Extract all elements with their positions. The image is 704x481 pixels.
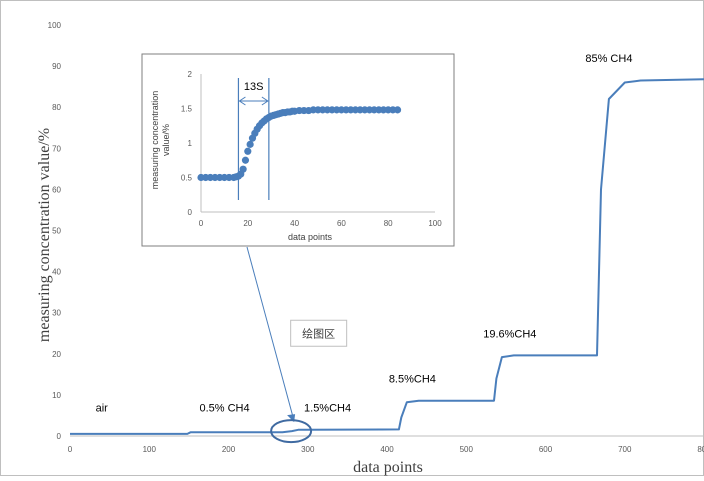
inset-series (197, 106, 402, 182)
inset-data-point (241, 156, 250, 164)
main-y-tick-label: 70 (52, 144, 61, 153)
main-y-tick-label: 80 (52, 103, 61, 112)
main-x-tick-label: 600 (539, 445, 553, 454)
main-x-tick-label: 100 (143, 445, 157, 454)
inset-y-tick-label: 0.5 (181, 174, 193, 183)
inset-x-tick-label: 60 (337, 219, 346, 228)
inset-x-tick-label: 100 (428, 219, 442, 228)
inset-frame (141, 53, 455, 247)
plot-area-label: 绘图区 (302, 326, 335, 340)
main-series-line (70, 78, 704, 435)
series-annotation: 19.6%CH4 (483, 328, 536, 340)
main-x-tick-label: 200 (222, 445, 236, 454)
main-x-tick-label: 300 (301, 445, 315, 454)
main-y-tick-label: 10 (52, 391, 61, 400)
main-x-tick-label: 500 (460, 445, 474, 454)
interval-arrow-right-head (261, 96, 269, 106)
series-annotation: 85% CH4 (585, 53, 632, 65)
plot-area-label-box (290, 319, 348, 347)
inset-interval-marks: 13S (237, 78, 270, 200)
series-annotation: 8.5%CH4 (389, 374, 436, 386)
inset-x-axis-label: data points (288, 232, 333, 242)
inset-data-point (239, 165, 247, 173)
inset-y-axis-label-line-1: measuring concentration (150, 91, 160, 190)
inset-y-tick-label: 2 (188, 70, 193, 79)
series-annotation: 1.5%CH4 (304, 402, 351, 414)
main-x-tick-label: 800 (697, 445, 704, 454)
main-annotations: air 0.5% CH4 1.5%CH4 8.5%CH4 19.6%CH4 85% CH4… (96, 53, 633, 414)
inset-y-axis-label-line-2: value/% (161, 124, 171, 156)
main-y-tick-label: 40 (52, 268, 61, 277)
main-y-tick-label: 100 (48, 21, 62, 30)
series-annotation: air (96, 402, 109, 414)
inset-x-tick-label: 80 (384, 219, 393, 228)
inset-tick-labels: 0 20 40 60 80 100 0 0.5 1 1.5 2 (181, 70, 442, 228)
zoom-ellipse (270, 419, 313, 444)
inset-y-tick-label: 1.5 (181, 105, 193, 114)
inset-y-tick-label: 1 (188, 139, 193, 148)
main-y-tick-label: 90 (52, 62, 61, 71)
main-y-tick-label: 50 (52, 227, 61, 236)
inset-y-tick-label: 0 (188, 208, 193, 217)
inset-x-tick-label: 40 (290, 219, 299, 228)
zoom-callout (246, 246, 313, 444)
main-y-axis-label: measuring concentration value/% (36, 128, 53, 342)
interval-arrow-left-head (238, 96, 246, 106)
interval-label: 13S (244, 81, 264, 93)
main-y-tick-label: 0 (57, 432, 62, 441)
inset-data-point (244, 147, 252, 155)
inset-x-tick-label: 0 (199, 219, 204, 228)
series-annotation: 0.5% CH4 (199, 402, 249, 414)
main-y-tick-label: 60 (52, 185, 61, 194)
main-series (70, 78, 704, 435)
main-y-tick-label: 20 (52, 350, 61, 359)
main-x-tick-label: 700 (618, 445, 632, 454)
main-y-tick-label: 30 (52, 309, 61, 318)
inset-axes (200, 74, 435, 213)
main-x-tick-label: 0 (68, 445, 73, 454)
callout-connector-line (246, 246, 295, 422)
inset-data-point (246, 140, 254, 148)
main-x-tick-label: 400 (380, 445, 394, 454)
main-x-axis-label: data points (353, 459, 423, 476)
inset-x-tick-label: 20 (243, 219, 252, 228)
main-tick-labels: 0100200300400500600700800010203040506070… (48, 21, 704, 454)
inset-data-point (393, 106, 402, 114)
